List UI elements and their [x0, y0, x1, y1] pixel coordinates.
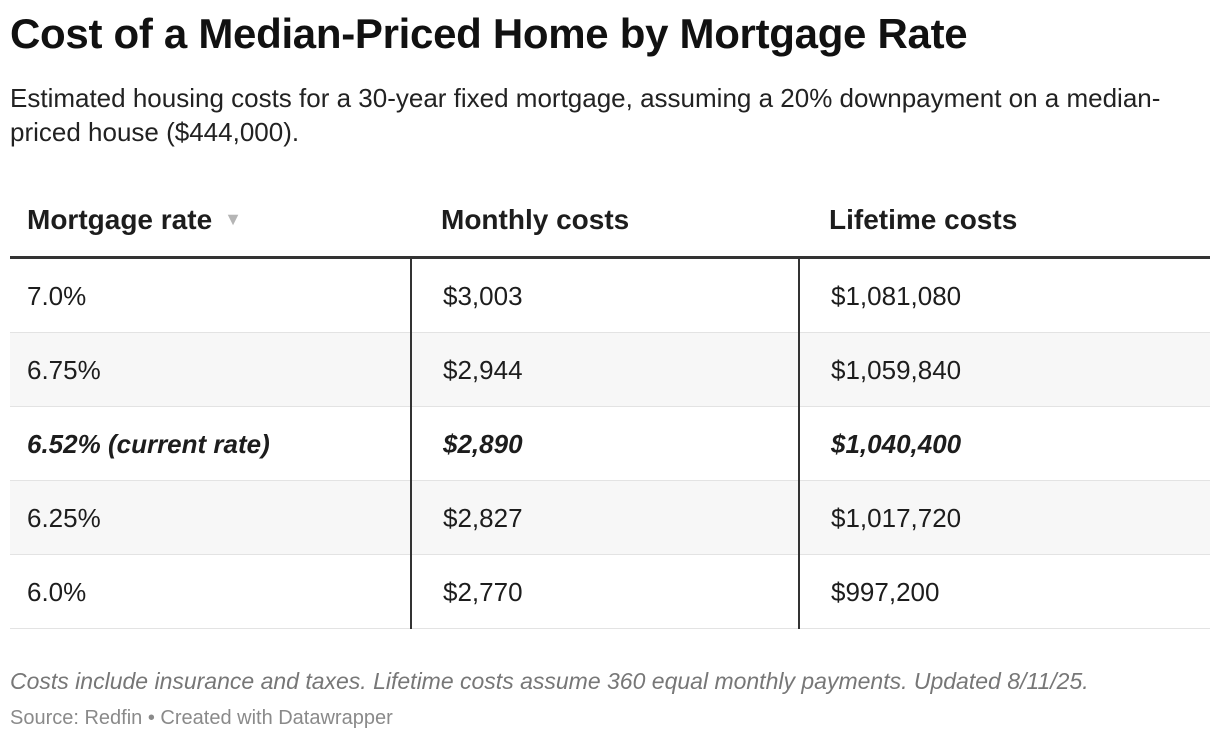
cell-mortgage-rate: 6.75% — [27, 355, 101, 385]
column-divider — [410, 259, 412, 629]
cell-lifetime-costs: $997,200 — [831, 577, 940, 607]
table-row: 6.0% $2,770 $997,200 — [10, 555, 1210, 629]
cell-mortgage-rate: 7.0% — [27, 281, 87, 311]
cell-monthly-costs: $3,003 — [443, 281, 523, 311]
column-header-lifetime-costs[interactable]: Lifetime costs — [829, 204, 1018, 235]
table-row: 6.25% $2,827 $1,017,720 — [10, 481, 1210, 555]
cell-mortgage-rate: 6.0% — [27, 577, 87, 607]
cell-monthly-costs: $2,827 — [443, 503, 523, 533]
data-table: Mortgage rate ▼ Monthly costs Lifetime co… — [10, 186, 1210, 629]
cell-lifetime-costs: $1,040,400 — [831, 429, 962, 459]
table-header: Mortgage rate ▼ Monthly costs Lifetime co… — [10, 186, 1210, 259]
table-row: 6.75% $2,944 $1,059,840 — [10, 333, 1210, 407]
chart-title: Cost of a Median-Priced Home by Mortgage… — [10, 10, 968, 57]
cell-mortgage-rate: 6.25% — [27, 503, 101, 533]
cell-monthly-costs: $2,890 — [443, 429, 523, 459]
cell-monthly-costs: $2,770 — [443, 577, 523, 607]
column-header-mortgage-rate[interactable]: Mortgage rate ▼ — [27, 204, 242, 236]
column-divider — [798, 259, 800, 629]
cell-mortgage-rate: 6.52% (current rate) — [27, 429, 270, 459]
cell-lifetime-costs: $1,059,840 — [831, 355, 962, 385]
chart-notes: Costs include insurance and taxes. Lifet… — [10, 668, 1089, 694]
sort-down-triangle-icon[interactable]: ▼ — [224, 209, 242, 230]
table-row: 7.0% $3,003 $1,081,080 — [10, 259, 1210, 333]
cell-lifetime-costs: $1,081,080 — [831, 281, 962, 311]
column-header-label: Mortgage rate — [27, 204, 213, 235]
table-row-current-rate: 6.52% (current rate) $2,890 $1,040,400 — [10, 407, 1210, 481]
source-line: Source: Redfin • Created with Datawrappe… — [10, 707, 393, 729]
cell-lifetime-costs: $1,017,720 — [831, 503, 962, 533]
chart-subtitle: Estimated housing costs for a 30-year fi… — [10, 83, 1161, 147]
column-header-monthly-costs[interactable]: Monthly costs — [441, 204, 630, 235]
cell-monthly-costs: $2,944 — [443, 355, 523, 385]
